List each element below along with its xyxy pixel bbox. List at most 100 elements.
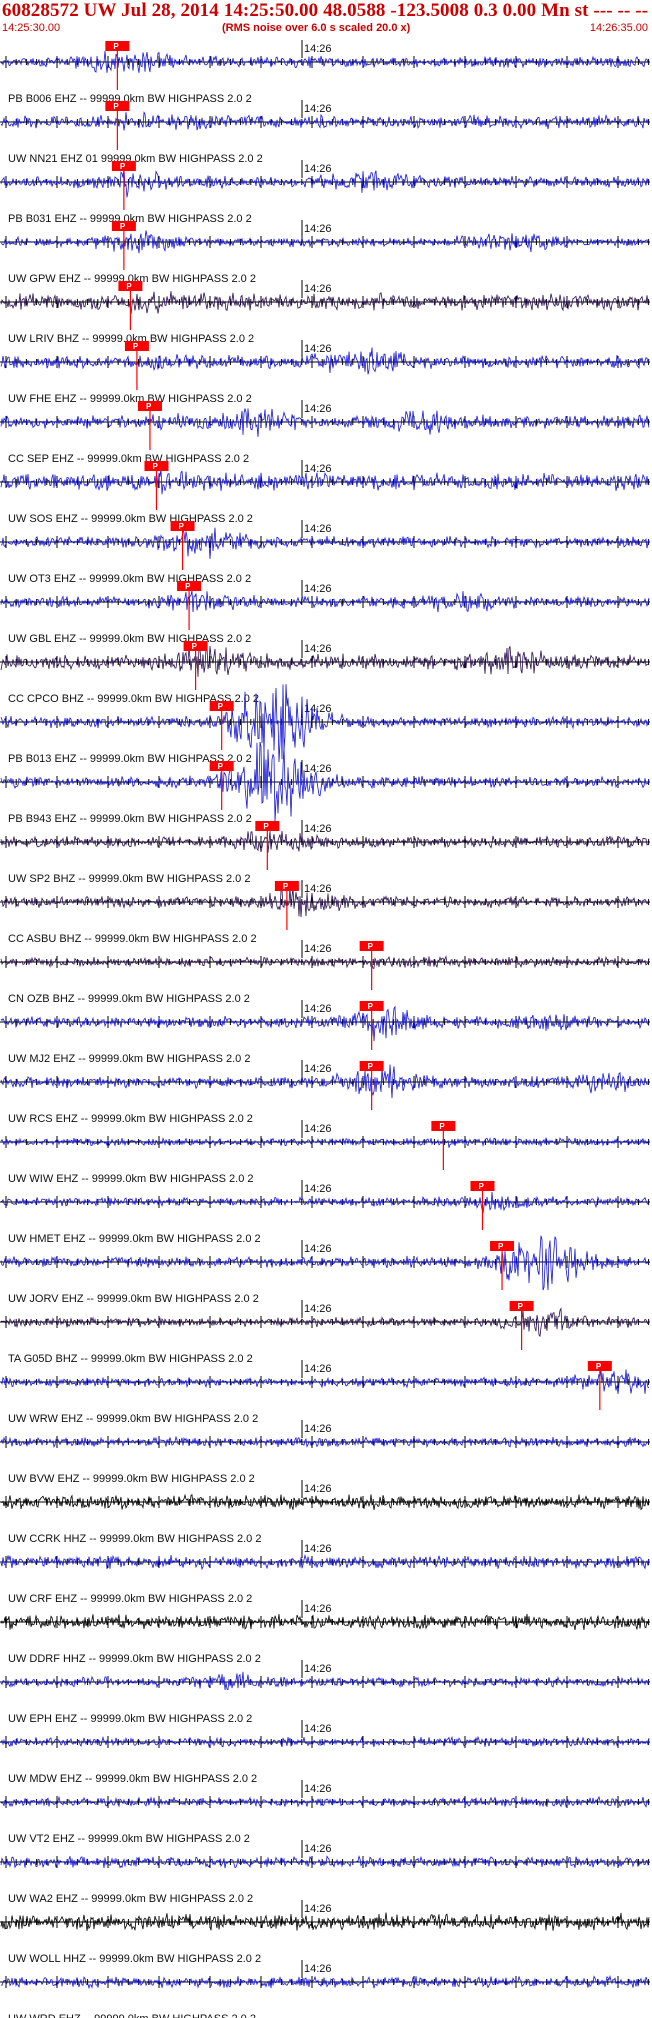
channel-label: PB B943 EHZ -- 99999.0km BW HIGHPASS 2.0… xyxy=(8,813,252,825)
trace-row: 14:26 P UW GPW EHZ -- 99999.0km BW HIGHPAS… xyxy=(0,220,650,285)
minute-label: 14:26 xyxy=(304,1363,332,1375)
minute-label: 14:26 xyxy=(304,1903,332,1915)
channel-label: TA G05D BHZ -- 99999.0km BW HIGHPASS 2.0… xyxy=(8,1353,253,1365)
trace-row: 14:26 P UW JORV EHZ -- 99999.0km BW HIGHPA… xyxy=(0,1235,650,1305)
channel-label: UW DDRF HHZ -- 99999.0km BW HIGHPASS 2.0… xyxy=(8,1653,261,1665)
waveform xyxy=(0,1191,650,1214)
pick-flag xyxy=(118,281,143,291)
channel-label: UW MJ2 EHZ -- 99999.0km BW HIGHPASS 2.0 … xyxy=(8,1053,250,1065)
waveform xyxy=(0,741,650,823)
channel-label: CC CPCO BHZ -- 99999.0km BW HIGHPASS 2.0… xyxy=(8,693,259,705)
minute-label: 14:26 xyxy=(304,703,332,715)
channel-label: UW GBL EHZ -- 99999.0km BW HIGHPASS 2.0 … xyxy=(8,633,251,645)
pick-flag xyxy=(431,1121,456,1131)
waveform xyxy=(0,167,650,198)
pick-flag-label: P xyxy=(218,702,224,711)
pick-flag-label: P xyxy=(152,462,158,471)
pick-flag-label: P xyxy=(133,342,139,351)
trace-row: 14:26 P TA G05D BHZ -- 99999.0km BW HIGHPA… xyxy=(0,1300,650,1365)
channel-label: CN OZB BHZ -- 99999.0km BW HIGHPASS 2.0 … xyxy=(8,993,250,1005)
waveform xyxy=(0,1912,650,1931)
channel-label: UW WA2 EHZ -- 99999.0km BW HIGHPASS 2.0 … xyxy=(8,1893,253,1905)
waveform xyxy=(0,1493,650,1511)
channel-label: UW HMET EHZ -- 99999.0km BW HIGHPASS 2.0… xyxy=(8,1233,261,1245)
minute-label: 14:26 xyxy=(304,1723,332,1735)
minute-label: 14:26 xyxy=(304,1663,332,1675)
channel-label: UW RCS EHZ -- 99999.0km BW HIGHPASS 2.0 … xyxy=(8,1113,253,1125)
channel-label: UW MDW EHZ -- 99999.0km BW HIGHPASS 2.0 … xyxy=(8,1773,257,1785)
pick-flag-label: P xyxy=(185,582,191,591)
trace-row: 14:26 P PB B943 EHZ -- 99999.0km BW HIGHPA… xyxy=(0,741,650,825)
waveform xyxy=(0,1369,650,1394)
trace-row: 14:26 P UW LRIV BHZ -- 99999.0km BW HIGHPA… xyxy=(0,280,650,345)
minute-label: 14:26 xyxy=(304,943,332,955)
minute-label: 14:26 xyxy=(304,283,332,295)
trace-row: 14:26 P UW FHE EHZ -- 99999.0km BW HIGHPAS… xyxy=(0,340,650,405)
trace-row: 14:26 P CC ASBU BHZ -- 99999.0km BW HIGHPA… xyxy=(0,880,650,945)
minute-label: 14:26 xyxy=(304,1963,332,1975)
waveform xyxy=(0,1136,650,1148)
pick-flag xyxy=(111,221,136,231)
minute-label: 14:26 xyxy=(304,1543,332,1555)
pick-flag-label: P xyxy=(113,42,119,51)
trace-row: 14:26 UW VT2 EHZ -- 99999.0km BW HIGHPASS… xyxy=(0,1780,650,1845)
pick-flag xyxy=(490,1241,515,1251)
channel-label: UW WOLL HHZ -- 99999.0km BW HIGHPASS 2.0… xyxy=(8,1953,261,1965)
trace-row: 14:26 P UW WIW EHZ -- 99999.0km BW HIGHPAS… xyxy=(0,1120,650,1185)
minute-label: 14:26 xyxy=(304,1003,332,1015)
trace-row: 14:26 P CC SEP EHZ -- 99999.0km BW HIGHPAS… xyxy=(0,400,650,465)
pick-flag-label: P xyxy=(439,1122,445,1131)
waveform xyxy=(0,684,650,763)
waveform xyxy=(0,347,650,375)
channel-label: UW JORV EHZ -- 99999.0km BW HIGHPASS 2.0… xyxy=(8,1293,259,1305)
minute-label: 14:26 xyxy=(304,1063,332,1075)
pick-flag-label: P xyxy=(126,282,132,291)
pick-flag xyxy=(111,161,136,171)
channel-label: UW CRF EHZ -- 99999.0km BW HIGHPASS 2.0 … xyxy=(8,1593,252,1605)
pick-flag-label: P xyxy=(218,762,224,771)
pick-flag xyxy=(209,761,234,771)
pick-flag-label: P xyxy=(478,1182,484,1191)
minute-label: 14:26 xyxy=(304,1123,332,1135)
pick-flag xyxy=(359,1061,384,1071)
pick-flag-label: P xyxy=(368,1002,374,1011)
waveform xyxy=(0,646,650,677)
pick-flag-label: P xyxy=(283,882,289,891)
channel-label: UW NN21 EHZ 01 99999.0km BW HIGHPASS 2.0… xyxy=(8,153,263,165)
channel-label: UW GPW EHZ -- 99999.0km BW HIGHPASS 2.0 … xyxy=(8,273,256,285)
scaling-note: (RMS noise over 6.0 s scaled 20.0 x) xyxy=(222,22,411,34)
minute-label: 14:26 xyxy=(304,1423,332,1435)
trace-row: 14:26 P PB B006 EHZ -- 99999.0km BW HIGHPA… xyxy=(0,40,650,105)
minute-label: 14:26 xyxy=(304,823,332,835)
minute-label: 14:26 xyxy=(304,763,332,775)
pick-flag xyxy=(170,521,195,531)
channel-label: UW EPH EHZ -- 99999.0km BW HIGHPASS 2.0 … xyxy=(8,1713,252,1725)
pick-flag xyxy=(509,1301,534,1311)
waveform xyxy=(0,1735,650,1748)
pick-flag-label: P xyxy=(368,942,374,951)
waveform xyxy=(0,1854,650,1869)
waveform xyxy=(0,1795,650,1808)
waveform xyxy=(0,887,650,918)
pick-flag xyxy=(209,701,234,711)
waveform xyxy=(0,1435,650,1449)
minute-label: 14:26 xyxy=(304,1243,332,1255)
minute-label: 14:26 xyxy=(304,883,332,895)
waveform xyxy=(0,1064,650,1099)
pick-flag-label: P xyxy=(120,162,126,171)
minute-label: 14:26 xyxy=(304,1183,332,1195)
trace-row: 14:26 P PB B031 EHZ -- 99999.0km BW HIGHPA… xyxy=(0,160,650,225)
channel-label: UW WRD EHZ -- 99999.0km BW HIGHPASS 2.0 … xyxy=(8,2013,256,2018)
waveform xyxy=(0,1553,650,1571)
pick-flag xyxy=(359,1001,384,1011)
window-end-time: 14:26:35.00 xyxy=(589,22,648,34)
trace-row: 14:26 P UW WRW EHZ -- 99999.0km BW HIGHPAS… xyxy=(0,1360,650,1425)
minute-label: 14:26 xyxy=(304,1843,332,1855)
trace-row: 14:26 UW CCRK HHZ -- 99999.0km BW HIGHPAS… xyxy=(0,1480,650,1545)
trace-row: 14:26 P UW MJ2 EHZ -- 99999.0km BW HIGHPAS… xyxy=(0,1000,650,1065)
channel-label: UW FHE EHZ -- 99999.0km BW HIGHPASS 2.0 … xyxy=(8,393,252,405)
minute-label: 14:26 xyxy=(304,1483,332,1495)
trace-row: 14:26 UW WOLL HHZ -- 99999.0km BW HIGHPAS… xyxy=(0,1900,650,1965)
minute-label: 14:26 xyxy=(304,1303,332,1315)
